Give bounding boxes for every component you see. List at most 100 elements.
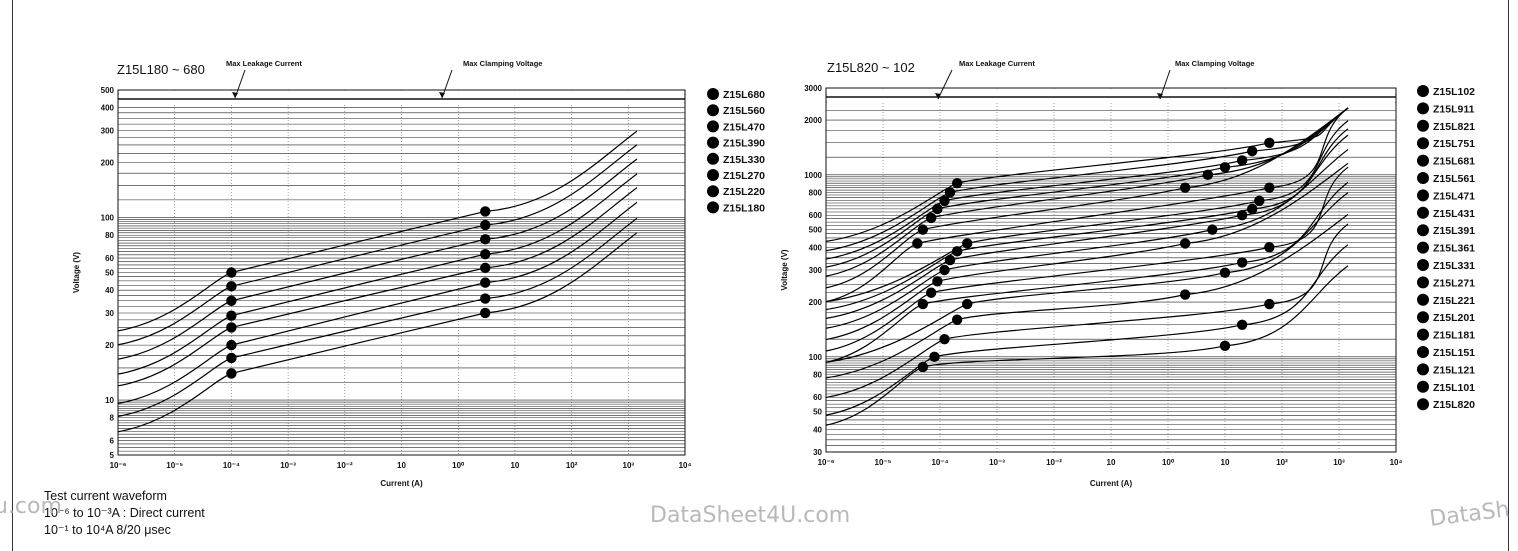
curve-z15l220 [117, 217, 638, 417]
marker-clamp-z15l221 [1264, 242, 1275, 253]
marker-clamp-z15l911 [1246, 145, 1258, 157]
legend-marker [1417, 276, 1429, 289]
x-tick-label: 10 [1107, 458, 1116, 467]
legend-entry: Z15L102 [1433, 86, 1475, 98]
legend-marker [1417, 293, 1429, 306]
legend-entry: Z15L220 [723, 186, 765, 198]
legend-marker [1417, 172, 1429, 184]
legend-entry: Z15L561 [1433, 173, 1475, 185]
top-band [119, 91, 684, 105]
marker-clamp-z15l751 [1219, 162, 1231, 173]
legend-marker [1417, 311, 1429, 324]
x-tick-label: 10⁻⁶ [110, 461, 127, 470]
legend-entry: Z15L101 [1433, 382, 1475, 394]
y-tick-label: 200 [101, 159, 115, 168]
marker-clamp-z15l271 [1179, 238, 1191, 249]
legend-marker [707, 120, 719, 133]
y-tick-label: 200 [809, 298, 823, 307]
legend-marker [1417, 346, 1429, 358]
test-waveform-notes: Test current waveform 10⁻⁶ to 10⁻³A : Di… [44, 488, 205, 539]
legend-marker [1417, 241, 1429, 254]
legend-entry: Z15L270 [723, 170, 765, 182]
legend-entry: Z15L221 [1433, 295, 1475, 307]
legend: Z15L680 Z15L560 Z15L470 Z15L390 Z15L330 Z15L2… [707, 88, 765, 214]
marker-clamp-z15l181 [1219, 267, 1231, 278]
legend-marker [707, 201, 719, 214]
x-tick-label: 10⁰ [1162, 458, 1175, 467]
marker-clamp-z15l201 [1236, 257, 1248, 268]
y-tick-label: 1000 [804, 171, 822, 180]
marker-clamp-z15l331 [1207, 224, 1218, 235]
curve-z15l431 [825, 120, 1349, 303]
y-tick-label: 3000 [804, 84, 822, 93]
legend-entry: Z15L391 [1433, 225, 1475, 237]
vi-curves [117, 130, 638, 433]
marker-leakage-z15l330 [226, 322, 237, 333]
chart-panel-1: Max Leakage Current Max Clamping Voltage Z… [72, 59, 765, 488]
page-border-left [12, 0, 13, 551]
marker-clamp-z15l471 [1264, 182, 1275, 193]
y-tick-label: 500 [101, 86, 115, 95]
marker-leakage-z15l221 [925, 287, 937, 298]
marker-leakage-z15l751 [932, 203, 943, 215]
legend-marker [707, 152, 719, 165]
marker-clamp-z15l101 [1236, 319, 1248, 330]
annotation-arrowhead [439, 92, 445, 98]
curve-z15l331 [825, 149, 1349, 329]
page-border-right [1508, 0, 1509, 551]
y-tick-label: 60 [105, 254, 114, 263]
x-axis-label: Current (A) [380, 479, 423, 488]
y-tick-label: 40 [105, 286, 114, 295]
marker-leakage-z15l181 [961, 298, 973, 310]
legend-entry: Z15L271 [1433, 277, 1475, 289]
x-tick-label: 10² [1276, 458, 1288, 467]
legend-marker [1417, 119, 1429, 132]
x-tick-label: 10⁻³ [989, 458, 1005, 467]
curve-z15l271 [825, 162, 1349, 341]
legend-marker [1417, 154, 1429, 167]
legend-entry: Z15L911 [1433, 103, 1475, 115]
curve-z15l751 [825, 107, 1349, 268]
x-tick-label: 10⁻³ [280, 461, 296, 470]
top-band [827, 89, 1395, 103]
legend-marker [1417, 137, 1429, 150]
curve-z15l180 [117, 232, 638, 433]
legend-marker [1417, 363, 1429, 376]
legend-entry: Z15L121 [1433, 364, 1475, 376]
marker-leakage-z15l911 [944, 187, 956, 198]
curve-z15l221 [825, 166, 1349, 352]
legend-marker [1417, 85, 1429, 97]
legend-marker [1417, 102, 1429, 115]
x-tick-label: 10³ [623, 461, 635, 470]
legend-entry: Z15L331 [1433, 260, 1475, 272]
curve-z15l151 [825, 213, 1349, 379]
y-tick-label: 80 [813, 370, 822, 379]
y-tick-label: 6 [110, 437, 115, 446]
legend-entry: Z15L681 [1433, 156, 1475, 168]
legend: Z15L102 Z15L911 Z15L821 Z15L751 Z15L681 Z15L5… [1417, 85, 1475, 411]
legend-entry: Z15L390 [723, 138, 765, 150]
notes-title: Test current waveform [44, 489, 167, 503]
marker-clamp-z15l361 [1236, 210, 1248, 221]
annotation-clamping: Max Clamping Voltage [1175, 59, 1254, 68]
marker-clamp-z15l681 [1202, 169, 1214, 181]
y-tick-label: 40 [813, 425, 822, 434]
legend-entry: Z15L361 [1433, 243, 1475, 255]
legend-marker [1417, 259, 1429, 271]
x-tick-label: 10³ [1333, 458, 1345, 467]
marker-leakage-z15l560 [226, 281, 237, 292]
y-axis-label: Voltage (V) [72, 252, 81, 294]
marker-leakage-z15l121 [939, 333, 950, 345]
legend-marker [1417, 189, 1429, 202]
x-tick-label: 10⁻⁵ [166, 461, 183, 470]
marker-leakage-z15l470 [226, 295, 237, 306]
annotation-arrowhead [935, 93, 941, 99]
chart-panel-2: Max Leakage Current Max Clamping Voltage Z… [780, 59, 1475, 488]
y-tick-label: 50 [813, 408, 822, 417]
notes-pulse-range: 10⁻¹ to 10⁴A 8/20 μsec [44, 523, 171, 537]
y-tick-label: 600 [809, 211, 823, 220]
y-axis-label: Voltage (V) [780, 249, 789, 291]
legend-marker [707, 88, 719, 100]
legend-marker [1417, 398, 1429, 411]
